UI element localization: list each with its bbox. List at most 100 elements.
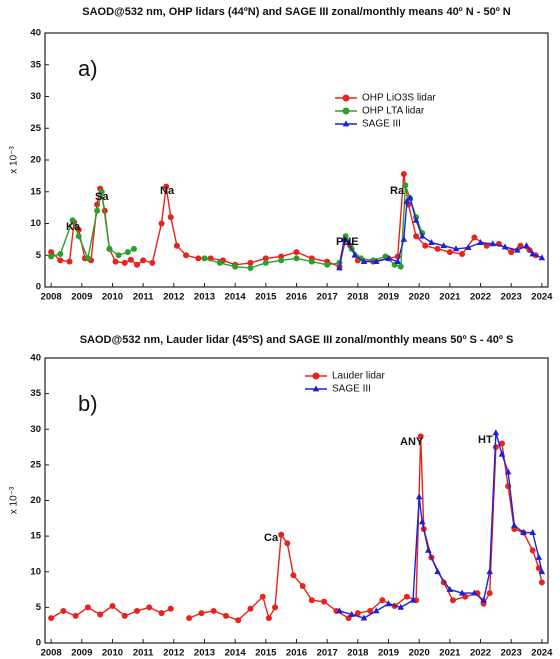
x-tick-label: 2023 bbox=[501, 648, 522, 659]
y-tick-label: 40 bbox=[30, 28, 41, 39]
y-tick-label: 30 bbox=[30, 424, 41, 435]
marker bbox=[354, 610, 361, 617]
marker bbox=[385, 600, 392, 607]
annotation: HT bbox=[478, 434, 493, 446]
marker bbox=[308, 258, 315, 265]
series bbox=[48, 182, 426, 271]
marker bbox=[278, 257, 285, 264]
legend-marker bbox=[312, 372, 320, 380]
marker bbox=[127, 256, 134, 263]
legend-label: OHP LTA lidar bbox=[362, 106, 425, 117]
x-tick-label: 2024 bbox=[531, 648, 553, 659]
x-tick-label: 2014 bbox=[225, 292, 247, 303]
y-axis-label: x 10⁻³ bbox=[9, 146, 20, 174]
marker bbox=[72, 612, 79, 619]
marker bbox=[385, 254, 392, 261]
x-tick-label: 2009 bbox=[71, 648, 92, 659]
chart-title: SAOD@532 nm, Lauder lidar (45ºS) and SAG… bbox=[80, 334, 514, 346]
marker bbox=[514, 246, 521, 253]
marker bbox=[412, 216, 420, 223]
x-tick-label: 2022 bbox=[470, 648, 491, 659]
marker bbox=[57, 250, 64, 257]
x-tick-label: 2014 bbox=[225, 648, 247, 659]
series-line bbox=[204, 185, 423, 269]
y-tick-label: 15 bbox=[30, 186, 41, 197]
marker bbox=[428, 238, 435, 245]
y-tick-label: 25 bbox=[30, 123, 41, 134]
marker bbox=[60, 607, 67, 614]
marker bbox=[48, 615, 55, 622]
marker bbox=[464, 244, 472, 251]
marker bbox=[360, 258, 368, 264]
panel-label: b) bbox=[78, 391, 98, 416]
marker bbox=[293, 249, 300, 256]
y-tick-label: 10 bbox=[30, 566, 41, 577]
marker bbox=[247, 264, 254, 271]
marker bbox=[446, 585, 454, 592]
marker bbox=[69, 217, 76, 224]
plot-frame bbox=[44, 357, 549, 644]
series bbox=[336, 429, 546, 621]
marker bbox=[265, 615, 272, 622]
marker bbox=[210, 607, 217, 614]
marker bbox=[498, 440, 505, 447]
marker bbox=[409, 596, 417, 603]
x-tick-label: 2021 bbox=[439, 648, 461, 659]
marker bbox=[167, 605, 174, 612]
marker bbox=[121, 612, 128, 619]
x-tick-label: 2019 bbox=[378, 648, 399, 659]
marker bbox=[340, 235, 348, 242]
marker bbox=[290, 572, 297, 579]
marker bbox=[109, 602, 116, 609]
marker bbox=[336, 264, 343, 271]
x-tick-label: 2022 bbox=[470, 292, 491, 303]
marker bbox=[293, 255, 300, 262]
x-tick-label: 2010 bbox=[102, 292, 123, 303]
marker bbox=[351, 251, 359, 258]
marker bbox=[284, 540, 291, 547]
marker bbox=[538, 568, 546, 575]
marker bbox=[413, 233, 420, 240]
x-tick-label: 2020 bbox=[409, 648, 430, 659]
marker bbox=[379, 597, 386, 604]
marker bbox=[458, 589, 466, 596]
marker bbox=[529, 528, 536, 535]
x-tick-label: 2008 bbox=[41, 292, 62, 303]
marker bbox=[84, 255, 91, 262]
marker bbox=[48, 249, 55, 256]
marker bbox=[201, 255, 208, 262]
marker bbox=[492, 429, 500, 436]
marker bbox=[452, 245, 460, 252]
marker bbox=[459, 250, 466, 257]
legend-marker bbox=[342, 120, 350, 127]
series bbox=[48, 433, 545, 624]
marker bbox=[336, 607, 343, 614]
y-tick-label: 20 bbox=[30, 155, 41, 166]
legend-marker bbox=[342, 94, 350, 102]
marker bbox=[434, 568, 441, 575]
annotation: Ra bbox=[390, 185, 405, 197]
x-tick-label: 2019 bbox=[378, 292, 399, 303]
marker bbox=[406, 194, 414, 201]
marker bbox=[434, 245, 441, 252]
y-tick-label: 40 bbox=[30, 353, 41, 364]
marker bbox=[397, 263, 404, 270]
marker bbox=[146, 604, 153, 611]
y-axis-label: x 10⁻³ bbox=[9, 486, 20, 514]
marker bbox=[486, 568, 494, 575]
series bbox=[336, 194, 546, 271]
marker bbox=[415, 493, 423, 500]
marker bbox=[94, 207, 101, 214]
marker bbox=[308, 597, 315, 604]
x-tick-label: 2011 bbox=[133, 648, 154, 659]
marker bbox=[57, 257, 64, 264]
y-tick-label: 25 bbox=[30, 459, 41, 470]
marker bbox=[520, 528, 527, 535]
marker bbox=[158, 610, 165, 617]
y-tick-label: 0 bbox=[36, 282, 41, 293]
legend-label: OHP LiO3S lidar bbox=[362, 93, 436, 104]
marker bbox=[471, 234, 478, 241]
marker bbox=[149, 259, 156, 266]
marker bbox=[216, 259, 223, 266]
marker bbox=[158, 220, 165, 227]
